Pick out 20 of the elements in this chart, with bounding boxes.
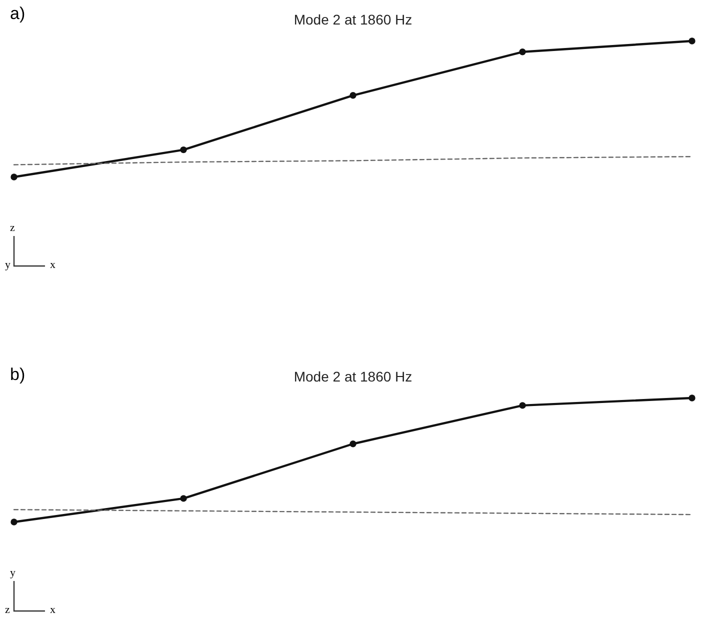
- point: [688, 394, 696, 402]
- text: z: [10, 222, 15, 234]
- point: [180, 495, 187, 502]
- point: [688, 38, 696, 44]
- chart-title: Mode 2 at 1860 Hz: [294, 368, 412, 385]
- text: x: [50, 604, 56, 616]
- point: [519, 48, 526, 56]
- text: b): [10, 365, 26, 385]
- text: y: [10, 567, 16, 579]
- point: [519, 402, 526, 409]
- text: z: [5, 604, 10, 616]
- point: [350, 92, 356, 99]
- point: [180, 146, 187, 154]
- text: a): [10, 4, 26, 24]
- text: y: [5, 259, 10, 271]
- point: [10, 174, 18, 180]
- point: [350, 440, 356, 448]
- chart-title: Mode 2 at 1860 Hz: [294, 12, 412, 28]
- point: [10, 518, 18, 526]
- text: x: [50, 259, 56, 271]
